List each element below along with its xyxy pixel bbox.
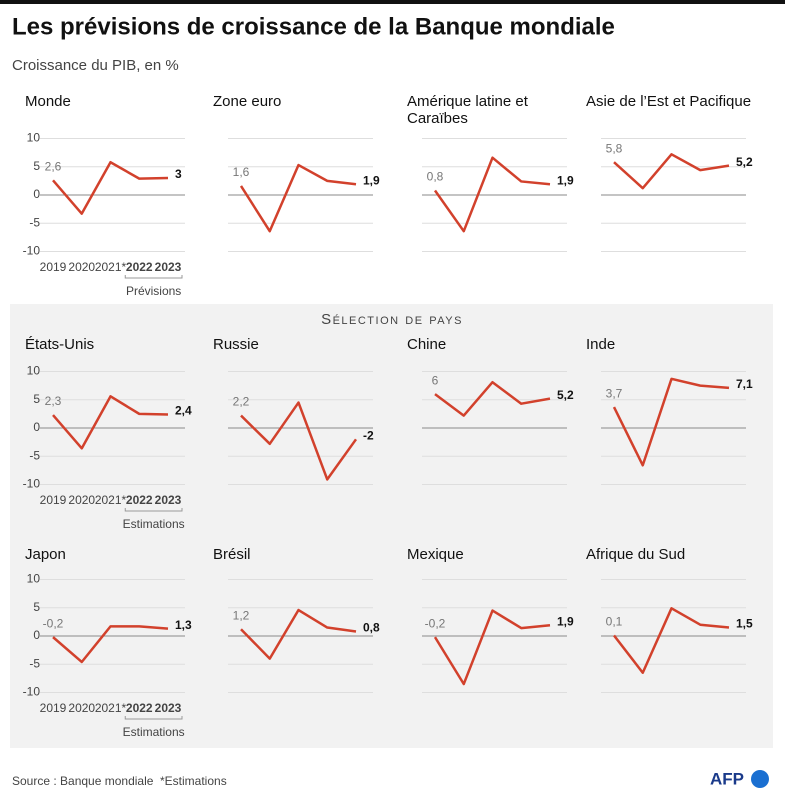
x-tick-label: 2023 xyxy=(155,701,182,715)
data-label: 1,5 xyxy=(736,617,753,631)
line xyxy=(612,377,730,467)
data-label: 2,4 xyxy=(175,404,192,418)
line xyxy=(52,160,169,215)
data-label: 6 xyxy=(432,373,439,387)
x-tick-label: 2022 xyxy=(126,260,153,274)
x-tick-label: 2023 xyxy=(155,493,182,507)
data-label: 1,6 xyxy=(233,165,250,179)
y-tick-label: -10 xyxy=(23,477,41,491)
y-tick-label: 0 xyxy=(33,187,40,201)
x-tick-label: 2021* xyxy=(95,493,127,507)
y-tick-label: 10 xyxy=(27,131,41,145)
y-tick-label: -5 xyxy=(29,215,40,229)
data-label: 3 xyxy=(175,167,182,181)
panel-title: Russie xyxy=(213,336,259,353)
panel-title: Inde xyxy=(586,336,616,353)
line xyxy=(240,608,357,660)
data-label: 1,9 xyxy=(363,173,380,187)
panel-title: Monde xyxy=(25,93,71,110)
x-tick-label: 2020 xyxy=(68,493,95,507)
logo-dot xyxy=(751,770,769,788)
panel-title: Zone euro xyxy=(213,93,282,110)
data-label: -0,2 xyxy=(43,616,64,630)
panel-title: Asie de l’Est et Pacifique xyxy=(586,93,752,110)
y-tick-label: -10 xyxy=(23,685,41,699)
panel-title: Brésil xyxy=(213,546,251,563)
bracket xyxy=(124,275,183,279)
top-bar xyxy=(0,0,785,4)
data-label: 7,1 xyxy=(736,377,753,391)
data-label: 0,8 xyxy=(427,170,444,184)
y-tick-label: 10 xyxy=(27,572,41,586)
line xyxy=(52,625,169,664)
line xyxy=(239,163,357,233)
logo: AFP xyxy=(710,769,744,788)
line xyxy=(240,401,358,481)
y-tick-label: 5 xyxy=(33,392,40,406)
data-label: 2,6 xyxy=(45,159,62,173)
data-label: 0,1 xyxy=(606,615,623,629)
data-label: -0,2 xyxy=(425,616,446,630)
x-tick-label: 2019 xyxy=(40,493,67,507)
note: Estimations xyxy=(123,517,185,531)
y-tick-label: 0 xyxy=(33,628,40,642)
panel-title: Mexique xyxy=(407,546,464,563)
line xyxy=(434,380,551,417)
data-label: 5,8 xyxy=(606,141,623,155)
y-tick-label: -5 xyxy=(29,656,40,670)
x-tick-label: 2019 xyxy=(40,260,67,274)
x-tick-label: 2021* xyxy=(95,701,127,715)
subtitle: Croissance du PIB, en % xyxy=(12,57,179,74)
data-label: -2 xyxy=(363,428,374,442)
line xyxy=(52,395,169,450)
line xyxy=(613,153,730,190)
panel-title: Amérique latine et Caraïbes xyxy=(407,93,528,127)
x-tick-label: 2019 xyxy=(40,701,67,715)
data-label: 1,3 xyxy=(175,618,192,632)
source: Source : Banque mondiale xyxy=(12,774,154,788)
x-tick-label: 2020 xyxy=(68,260,95,274)
data-label: 1,9 xyxy=(557,173,574,187)
panel-title: Afrique du Sud xyxy=(586,546,686,563)
data-label: 0,8 xyxy=(363,621,380,635)
x-tick-label: 2022 xyxy=(126,701,153,715)
panel-title: Japon xyxy=(25,546,66,563)
data-label: 5,2 xyxy=(557,388,574,402)
y-tick-label: -10 xyxy=(23,244,41,258)
line xyxy=(613,607,730,674)
panel-title: États-Unis xyxy=(25,336,95,353)
note: Estimations xyxy=(123,725,185,739)
y-tick-label: 5 xyxy=(33,600,40,614)
section-label: Sélection de pays xyxy=(321,311,463,328)
x-tick-label: 2022 xyxy=(126,493,153,507)
bracket xyxy=(124,716,183,720)
y-tick-label: 10 xyxy=(27,364,41,378)
data-label: 3,7 xyxy=(606,386,623,400)
data-label: 1,2 xyxy=(233,608,250,622)
panel-title: Chine xyxy=(407,336,447,353)
data-label: 5,2 xyxy=(736,155,753,169)
data-label: 1,9 xyxy=(557,614,574,628)
y-tick-label: 0 xyxy=(33,420,40,434)
y-tick-label: -5 xyxy=(29,448,40,462)
x-tick-label: 2021* xyxy=(95,260,127,274)
line xyxy=(433,156,551,233)
title: Les prévisions de croissance de la Banqu… xyxy=(12,13,615,40)
section-bg xyxy=(10,304,773,748)
x-tick-label: 2020 xyxy=(68,701,95,715)
note: Prévisions xyxy=(126,284,181,298)
y-tick-label: 5 xyxy=(33,159,40,173)
line xyxy=(433,609,551,686)
data-label: 2,2 xyxy=(233,395,250,409)
footnote: *Estimations xyxy=(160,774,227,788)
x-tick-label: 2023 xyxy=(155,260,182,274)
data-label: 2,3 xyxy=(45,394,62,408)
bracket xyxy=(124,508,183,512)
